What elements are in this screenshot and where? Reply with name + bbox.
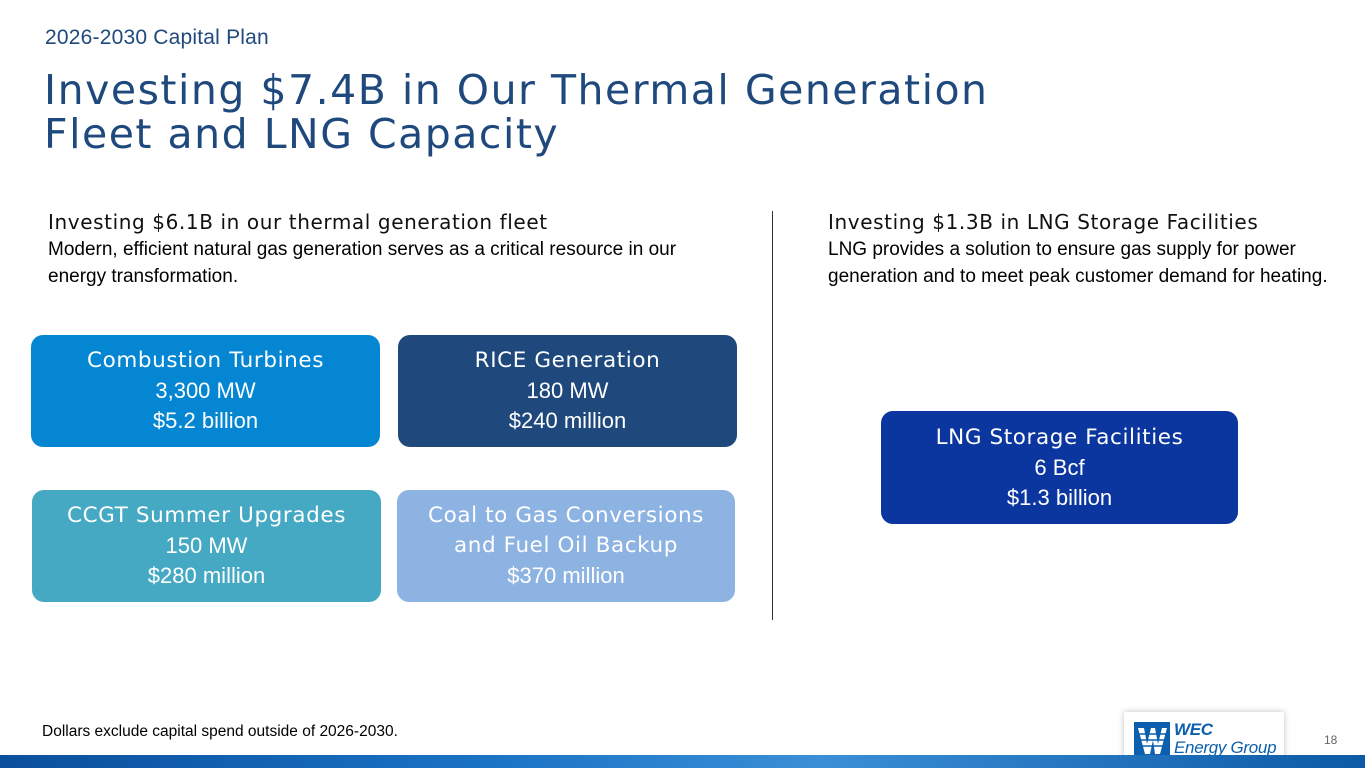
ccgt-upgrades-capacity: 150 MW <box>165 533 248 558</box>
lng-storage-box: LNG Storage Facilities 6 Bcf $1.3 billio… <box>881 411 1238 524</box>
coal-to-gas-name-line1: Coal to Gas Conversions <box>428 503 704 528</box>
slide-title: Investing $7.4B in Our Thermal Generatio… <box>44 66 989 158</box>
right-column: Investing $1.3B in LNG Storage Facilitie… <box>828 210 1338 290</box>
ccgt-upgrades-name: CCGT Summer Upgrades <box>66 503 347 528</box>
page-number: 18 <box>1324 733 1338 747</box>
right-column-body: LNG provides a solution to ensure gas su… <box>828 239 1328 287</box>
combustion-turbines-cost: $5.2 billion <box>152 408 259 433</box>
combustion-turbines-name: Combustion Turbines <box>86 348 324 373</box>
slide-kicker: 2026-2030 Capital Plan <box>45 26 269 49</box>
lng-storage-capacity: 6 Bcf <box>1034 454 1085 480</box>
logo-text: WEC Energy Group <box>1174 720 1277 757</box>
combustion-turbines-box: Combustion Turbines 3,300 MW $5.2 billio… <box>31 335 380 447</box>
combustion-turbines-capacity: 3,300 MW <box>155 378 256 403</box>
rice-generation-name: RICE Generation <box>474 348 661 373</box>
coal-to-gas-name-line2: and Fuel Oil Backup <box>453 533 679 558</box>
logo-subtitle: Energy Group <box>1174 738 1277 757</box>
coal-to-gas-cost: $370 million <box>507 563 625 588</box>
lng-storage-cost: $1.3 billion <box>1006 484 1113 510</box>
right-column-heading: Investing $1.3B in LNG Storage Facilitie… <box>828 210 1259 234</box>
bottom-accent-bar <box>0 755 1365 768</box>
lng-storage-name: LNG Storage Facilities <box>935 424 1184 450</box>
left-column-heading: Investing $6.1B in our thermal generatio… <box>48 210 548 234</box>
left-column-body: Modern, efficient natural gas generation… <box>48 239 677 287</box>
ccgt-upgrades-cost: $280 million <box>147 563 266 588</box>
rice-generation-capacity: 180 MW <box>526 378 609 403</box>
footnote: Dollars exclude capital spend outside of… <box>42 723 398 740</box>
rice-generation-cost: $240 million <box>508 408 627 433</box>
rice-generation-box: RICE Generation 180 MW $240 million <box>398 335 737 447</box>
ccgt-upgrades-box: CCGT Summer Upgrades 150 MW $280 million <box>32 490 381 602</box>
left-column: Investing $6.1B in our thermal generatio… <box>48 210 688 290</box>
wec-logo-icon <box>1134 722 1170 758</box>
logo-wordmark: WEC <box>1174 720 1213 739</box>
coal-to-gas-box: Coal to Gas Conversions and Fuel Oil Bac… <box>397 490 735 602</box>
column-divider <box>772 211 773 620</box>
